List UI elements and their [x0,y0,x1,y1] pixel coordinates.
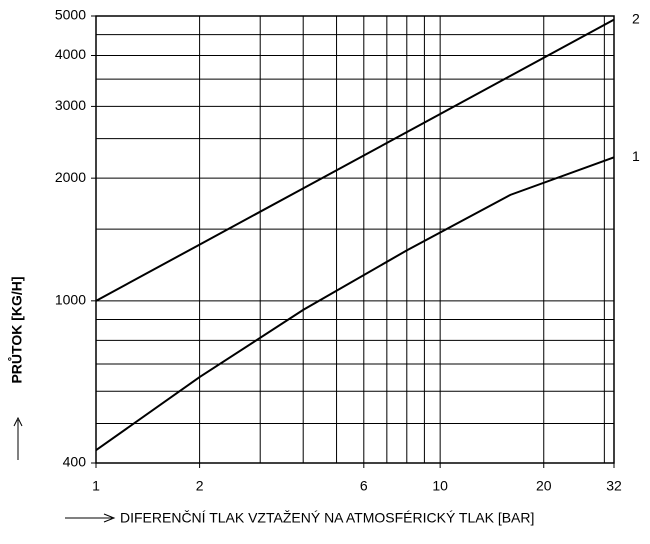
y-arrow [13,416,23,460]
x-arrow [65,513,116,523]
y-axis-label: PRŮTOK [KG/H] [7,276,25,383]
y-tick-label: 2000 [55,169,86,185]
x-tick-label: 6 [360,478,368,494]
y-tick-label: 4000 [55,46,86,62]
x-tick-label: 10 [432,478,448,494]
x-axis-label: DIFERENČNÍ TLAK VZTAŽENÝ NA ATMOSFÉRICKÝ… [120,510,534,526]
y-tick-label: 400 [63,454,87,470]
y-tick-label: 3000 [55,97,86,113]
series-label: 2 [632,10,640,26]
series-label: 1 [632,148,640,164]
x-tick-label: 2 [196,478,204,494]
x-tick-label: 32 [606,478,622,494]
plot-frame [95,15,615,464]
y-tick-label: 5000 [55,7,86,23]
x-tick-label: 20 [536,478,552,494]
y-tick-label: 1000 [55,292,86,308]
x-tick-label: 1 [92,478,100,494]
series-line [95,18,615,302]
series-line [95,156,615,452]
